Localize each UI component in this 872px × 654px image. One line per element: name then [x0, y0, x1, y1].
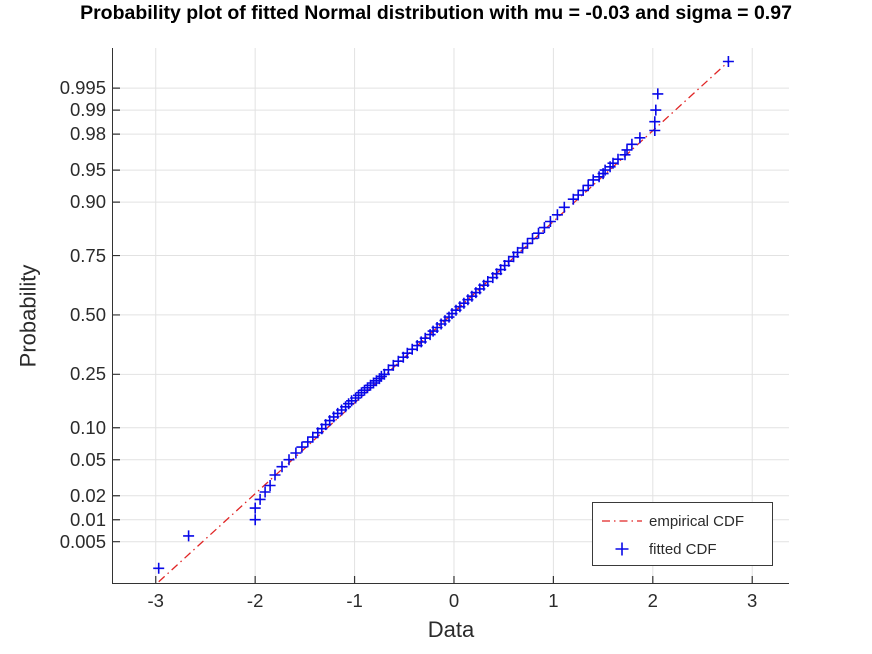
y-tick-label: 0.995 — [59, 77, 106, 99]
empirical-cdf-line — [157, 61, 729, 583]
y-tick-label: 0.005 — [59, 530, 106, 552]
x-tick-label: -1 — [346, 590, 363, 611]
y-tick-label: 0.25 — [69, 363, 106, 385]
y-tick-label: 0.10 — [69, 416, 106, 438]
gridlines — [112, 48, 789, 583]
x-tick-label: -2 — [246, 590, 264, 611]
legend-item: fitted CDF — [593, 535, 772, 563]
legend-plus-marker-sample — [615, 542, 629, 556]
y-tick-label: 0.05 — [69, 448, 106, 470]
y-tick-label: 0.95 — [69, 159, 106, 181]
x-tick-label: -3 — [147, 590, 164, 611]
y-tick-label: 0.01 — [69, 508, 106, 530]
axis-tick-marks — [112, 87, 753, 583]
x-tick-label: 1 — [548, 590, 559, 611]
x-tick-label: 3 — [747, 590, 758, 611]
legend: empirical CDF fitted CDF — [592, 502, 773, 566]
y-tick-label: 0.98 — [69, 123, 106, 145]
chart-title: Probability plot of fitted Normal distri… — [80, 2, 792, 24]
x-tick-label: 0 — [448, 590, 460, 611]
y-tick-label: 0.75 — [69, 244, 106, 266]
x-axis-tick-labels: -3 -2 -1 0 1 2 3 — [113, 590, 789, 614]
y-tick-label: 0.50 — [69, 303, 106, 325]
legend-dash-dot-line-sample — [602, 520, 642, 522]
plot-canvas — [112, 48, 789, 583]
fitted-cdf-markers — [152, 56, 734, 574]
legend-item-label: fitted CDF — [649, 540, 717, 558]
plot-area — [111, 48, 789, 584]
legend-item-label: empirical CDF — [649, 512, 745, 530]
y-axis-tick-labels: 0.995 0.99 0.98 0.95 0.90 0.75 0.50 0.25 0.10 0.0… — [0, 48, 106, 583]
y-tick-label: 0.90 — [69, 191, 106, 213]
y-tick-label: 0.99 — [69, 99, 106, 121]
legend-item: empirical CDF — [593, 507, 772, 535]
x-axis-label: Data — [427, 617, 475, 642]
x-tick-label: 2 — [647, 590, 658, 611]
y-tick-label: 0.02 — [69, 484, 106, 506]
